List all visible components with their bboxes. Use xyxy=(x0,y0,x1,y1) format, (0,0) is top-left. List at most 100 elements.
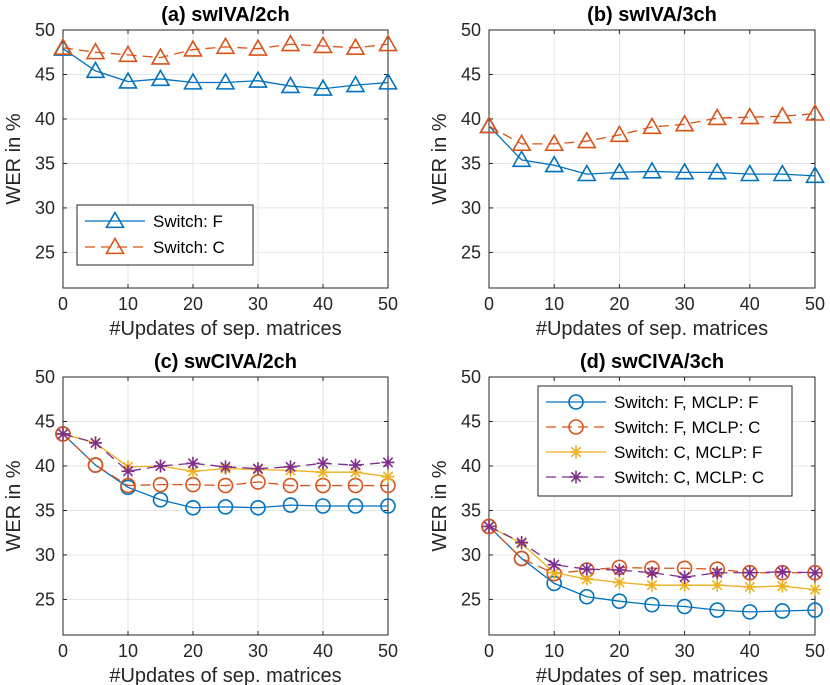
data-point xyxy=(313,35,333,54)
x-tick-label: 30 xyxy=(248,294,268,314)
data-point xyxy=(121,464,135,478)
data-point xyxy=(645,578,659,592)
data-point xyxy=(743,566,757,580)
series-line xyxy=(62,43,389,59)
x-tick-label: 50 xyxy=(805,641,825,661)
data-point xyxy=(805,103,825,121)
legend-label: Switch: C xyxy=(153,238,225,257)
x-tick-label: 30 xyxy=(675,294,695,314)
data-point xyxy=(709,602,726,618)
panel-title: (c) swCIVA/2ch xyxy=(154,351,297,373)
data-point xyxy=(511,133,532,152)
panel-1: 0 10 20 30 40 50 25 30 35 40 45 50 #Updates of sep. … xyxy=(3,4,398,340)
series-2 xyxy=(53,34,398,65)
legend-marker xyxy=(105,236,125,255)
y-tick-label: 30 xyxy=(35,545,55,565)
data-point xyxy=(576,164,597,182)
data-point xyxy=(250,499,266,516)
y-tick-label: 40 xyxy=(35,456,55,476)
data-point xyxy=(345,37,366,55)
axes-box xyxy=(488,376,816,636)
data-point xyxy=(183,39,203,57)
x-tick-label: 0 xyxy=(484,641,494,661)
data-point xyxy=(580,562,594,576)
series-line xyxy=(62,433,388,509)
series-line xyxy=(62,48,389,90)
data-point xyxy=(118,71,138,89)
data-point xyxy=(642,116,662,135)
y-tick-label: 30 xyxy=(461,198,481,218)
y-tick-label: 25 xyxy=(461,242,481,262)
data-point xyxy=(217,499,234,515)
data-point xyxy=(347,498,364,514)
y-tick-label: 50 xyxy=(461,367,481,387)
data-point xyxy=(807,602,823,618)
data-point xyxy=(186,456,200,470)
data-point xyxy=(185,499,201,516)
x-tick-label: 0 xyxy=(58,294,68,314)
y-tick-label: 25 xyxy=(35,589,55,609)
data-point xyxy=(345,75,366,93)
legend-label: Switch: F xyxy=(153,212,223,231)
series-line xyxy=(488,525,816,613)
series-line xyxy=(62,433,388,487)
data-point xyxy=(313,78,333,96)
legend: Switch: F, MCLP: F Switch: F, MCLP: C Swit… xyxy=(537,385,793,497)
y-tick-label: 40 xyxy=(35,109,55,129)
data-point xyxy=(349,465,362,479)
data-point xyxy=(805,165,825,184)
data-point xyxy=(316,456,330,470)
data-point xyxy=(676,598,693,615)
data-point xyxy=(381,470,395,484)
data-point xyxy=(183,72,203,90)
y-axis-label: WER in % xyxy=(3,460,25,551)
x-tick-label: 10 xyxy=(544,641,564,661)
data-point xyxy=(280,75,301,94)
y-tick-label: 50 xyxy=(461,20,481,40)
data-point xyxy=(772,164,793,182)
x-tick-label: 20 xyxy=(183,294,203,314)
plot-area xyxy=(489,30,815,288)
data-point xyxy=(739,164,760,182)
data-point xyxy=(316,465,330,479)
data-point xyxy=(378,34,398,52)
data-point xyxy=(85,42,106,60)
panel-4: 0 10 20 30 40 50 25 30 35 40 45 50 #Updates of sep. … xyxy=(429,351,825,685)
y-tick-label: 50 xyxy=(35,20,55,40)
data-point xyxy=(707,107,728,126)
x-tick-label: 40 xyxy=(740,641,760,661)
data-point xyxy=(642,161,662,179)
series-line xyxy=(488,112,816,145)
data-point xyxy=(53,37,73,55)
data-point xyxy=(674,162,695,180)
legend-marker xyxy=(105,210,125,229)
data-point xyxy=(739,107,760,125)
y-tick-label: 30 xyxy=(35,198,55,218)
legend-label: Switch: C, MCLP: C xyxy=(614,468,764,487)
data-point xyxy=(775,565,789,579)
y-tick-label: 45 xyxy=(461,411,481,431)
data-point xyxy=(55,426,71,442)
series-4 xyxy=(56,427,395,478)
x-tick-label: 40 xyxy=(740,294,760,314)
data-point xyxy=(511,149,532,168)
data-point xyxy=(150,68,171,87)
legend-marker xyxy=(568,419,584,435)
x-tick-label: 20 xyxy=(609,641,629,661)
data-point xyxy=(609,124,630,143)
panel-3: 0 10 20 30 40 50 25 30 35 40 45 50 #Updates of sep. … xyxy=(3,351,398,685)
x-axis-label: #Updates of sep. matrices xyxy=(109,665,341,685)
x-axis-label: #Updates of sep. matrices xyxy=(536,665,768,685)
y-tick-label: 35 xyxy=(461,153,481,173)
y-tick-label: 50 xyxy=(35,367,55,387)
data-point xyxy=(150,47,171,65)
data-point xyxy=(152,476,169,493)
data-point xyxy=(611,593,628,609)
panel-title: (d) swCIVA/3ch xyxy=(580,351,724,373)
data-point xyxy=(807,564,823,581)
y-tick-label: 40 xyxy=(461,109,481,129)
legend-label: Switch: F, MCLP: C xyxy=(614,418,760,437)
legend-label: Switch: F, MCLP: F xyxy=(614,393,759,412)
data-point xyxy=(674,114,695,132)
